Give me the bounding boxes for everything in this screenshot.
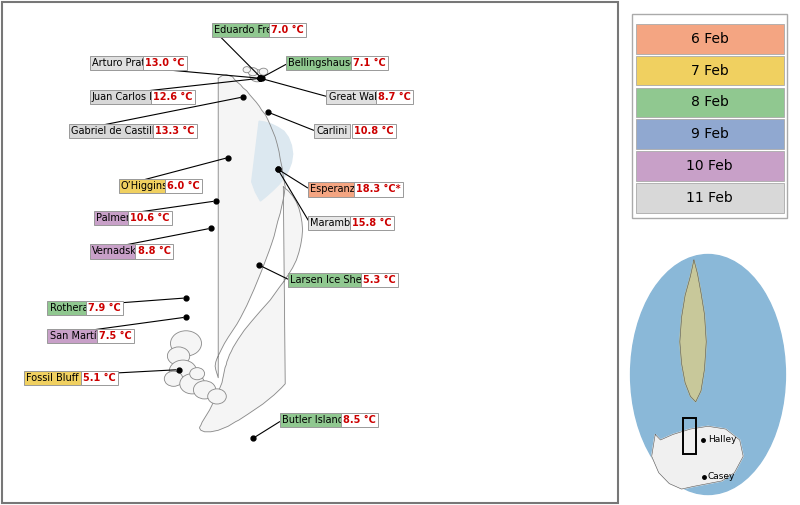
Text: 12.6 °C: 12.6 °C: [153, 92, 192, 102]
Text: Juan Carlos I: Juan Carlos I: [92, 92, 153, 102]
Text: 18.3 °C*: 18.3 °C*: [356, 184, 400, 194]
Text: 7.1 °C: 7.1 °C: [354, 58, 386, 68]
Text: 11 Feb: 11 Feb: [686, 191, 733, 205]
Text: Rothera: Rothera: [50, 303, 88, 313]
Circle shape: [243, 67, 250, 73]
Text: 6 Feb: 6 Feb: [690, 32, 729, 46]
Text: 13.3 °C: 13.3 °C: [155, 126, 195, 136]
Text: O’Higgins: O’Higgins: [121, 181, 168, 191]
Circle shape: [208, 389, 226, 404]
Circle shape: [630, 255, 786, 494]
Text: Vernadsky: Vernadsky: [92, 246, 142, 257]
Text: 8.5 °C: 8.5 °C: [343, 415, 376, 425]
Text: 6.0 °C: 6.0 °C: [166, 181, 199, 191]
Text: San Martín: San Martín: [50, 331, 102, 341]
Polygon shape: [680, 260, 706, 402]
Text: Palmer: Palmer: [96, 213, 130, 223]
Text: Great Wall: Great Wall: [329, 92, 379, 102]
Circle shape: [259, 68, 268, 75]
Circle shape: [167, 347, 190, 365]
Bar: [683, 418, 696, 453]
Text: Carlini: Carlini: [316, 126, 347, 136]
Text: 7 Feb: 7 Feb: [690, 64, 729, 78]
Polygon shape: [200, 187, 302, 432]
Text: 8 Feb: 8 Feb: [690, 95, 729, 110]
Text: Bellingshausen: Bellingshausen: [288, 58, 362, 68]
Text: 5.3 °C: 5.3 °C: [363, 275, 395, 285]
FancyBboxPatch shape: [636, 24, 783, 54]
Text: 10.6 °C: 10.6 °C: [130, 213, 170, 223]
Text: 8.8 °C: 8.8 °C: [138, 246, 170, 257]
Text: Butler Island: Butler Island: [282, 415, 344, 425]
Text: 7.5 °C: 7.5 °C: [99, 331, 132, 341]
Circle shape: [248, 68, 258, 76]
Circle shape: [170, 331, 202, 356]
Polygon shape: [652, 426, 743, 489]
Circle shape: [170, 360, 197, 382]
Text: Larsen Ice Shelf: Larsen Ice Shelf: [290, 275, 368, 285]
FancyBboxPatch shape: [632, 14, 787, 218]
Text: 7.0 °C: 7.0 °C: [271, 25, 304, 35]
Circle shape: [180, 374, 205, 394]
Text: Marambio: Marambio: [310, 218, 359, 228]
Text: 9 Feb: 9 Feb: [690, 127, 729, 141]
Polygon shape: [252, 121, 293, 201]
Circle shape: [250, 70, 265, 82]
Text: Esperanza: Esperanza: [310, 184, 361, 194]
Circle shape: [164, 371, 183, 386]
Text: Fossil Bluff: Fossil Bluff: [26, 373, 78, 383]
Text: Eduardo Frei: Eduardo Frei: [214, 25, 274, 35]
Circle shape: [194, 381, 216, 399]
Polygon shape: [215, 75, 285, 378]
Text: 15.8 °C: 15.8 °C: [352, 218, 391, 228]
Text: 10.8 °C: 10.8 °C: [354, 126, 394, 136]
FancyBboxPatch shape: [636, 151, 783, 181]
Text: 13.0 °C: 13.0 °C: [146, 58, 185, 68]
Text: Arturo Prat: Arturo Prat: [92, 58, 145, 68]
FancyBboxPatch shape: [636, 119, 783, 149]
FancyBboxPatch shape: [636, 87, 783, 117]
Text: Gabriel de Castilla: Gabriel de Castilla: [71, 126, 161, 136]
Text: 10 Feb: 10 Feb: [686, 159, 733, 173]
Text: 5.1 °C: 5.1 °C: [83, 373, 116, 383]
Text: Halley: Halley: [708, 435, 737, 444]
FancyBboxPatch shape: [636, 183, 783, 213]
FancyBboxPatch shape: [636, 56, 783, 85]
Text: Casey: Casey: [708, 472, 735, 481]
Text: 7.9 °C: 7.9 °C: [88, 303, 121, 313]
Circle shape: [190, 368, 205, 380]
Text: 8.7 °C: 8.7 °C: [378, 92, 411, 102]
